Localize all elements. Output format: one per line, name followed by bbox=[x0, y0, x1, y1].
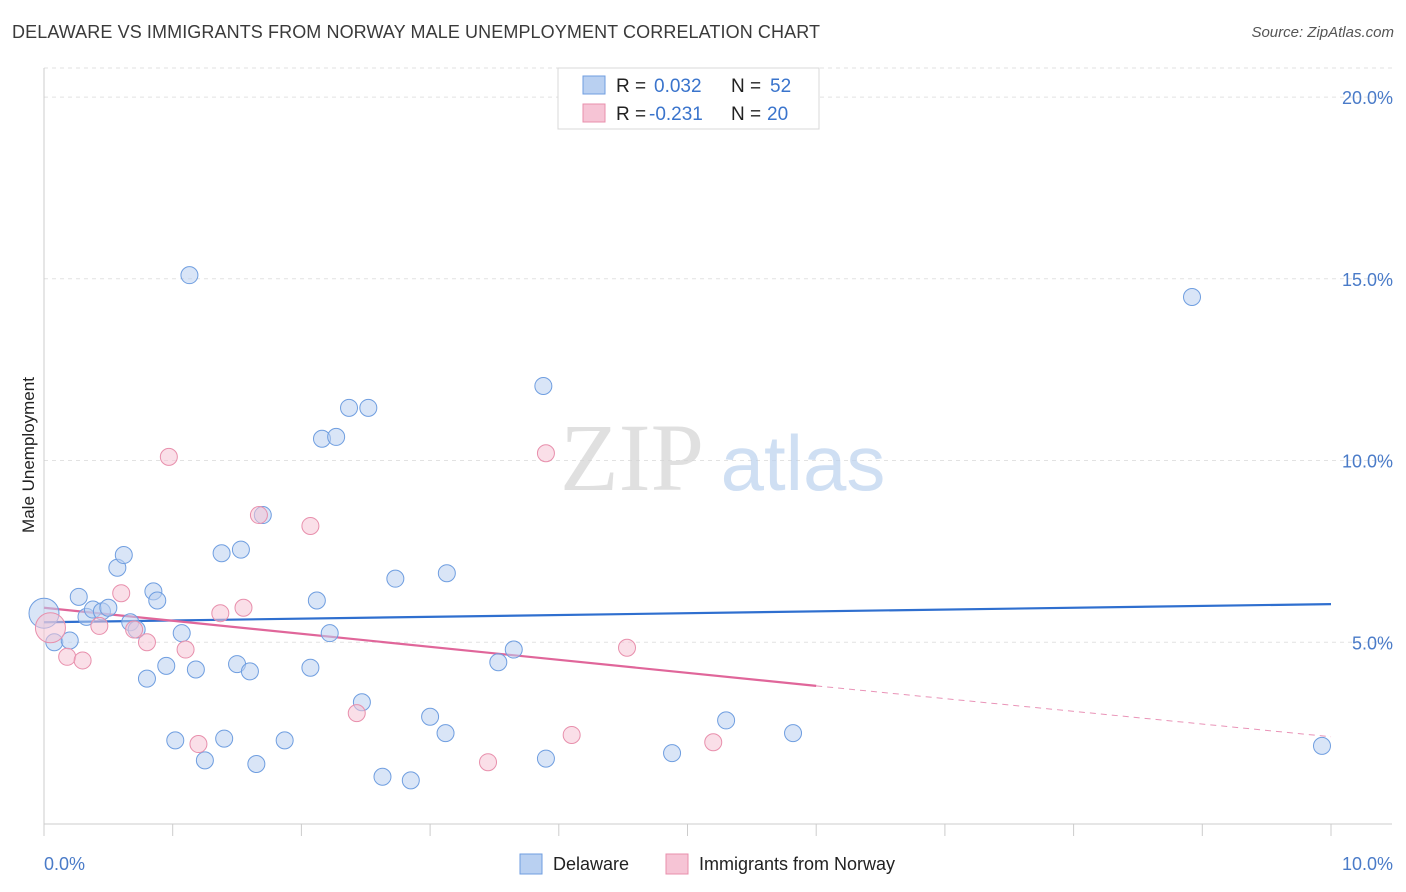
point-norway-12 bbox=[301, 516, 320, 535]
legend-r-value-delaware: 0.032 bbox=[654, 76, 702, 97]
point-norway-17 bbox=[618, 638, 637, 657]
point-delaware-20 bbox=[195, 751, 214, 770]
point-norway-13 bbox=[347, 704, 366, 723]
data-points bbox=[28, 266, 1331, 790]
point-delaware-40 bbox=[421, 707, 440, 726]
legend-swatch-delaware bbox=[582, 75, 606, 95]
point-norway-0 bbox=[34, 612, 66, 644]
legend-r-value-norway: -0.231 bbox=[649, 104, 703, 125]
legend-swatch-norway bbox=[582, 103, 606, 123]
point-norway-18 bbox=[704, 733, 723, 752]
point-delaware-22 bbox=[215, 729, 234, 748]
point-delaware-46 bbox=[536, 749, 555, 768]
series-legend-label-delaware: Delaware bbox=[553, 854, 629, 874]
point-delaware-27 bbox=[247, 755, 266, 774]
point-delaware-33 bbox=[327, 427, 346, 446]
point-delaware-12 bbox=[137, 669, 156, 688]
y-tick-label-2: 15.0% bbox=[1342, 270, 1393, 290]
point-delaware-7 bbox=[99, 598, 118, 617]
point-norway-3 bbox=[90, 616, 109, 635]
point-norway-11 bbox=[234, 598, 253, 617]
point-norway-4 bbox=[112, 584, 131, 603]
point-delaware-3 bbox=[69, 587, 88, 606]
point-norway-2 bbox=[73, 651, 92, 670]
legend-r-label-norway: R = bbox=[616, 104, 646, 125]
point-norway-16 bbox=[562, 725, 581, 744]
point-delaware-15 bbox=[157, 656, 176, 675]
legend-n-label-delaware: N = bbox=[731, 76, 761, 97]
point-delaware-37 bbox=[373, 767, 392, 786]
watermark: ZIP atlas bbox=[560, 404, 885, 511]
point-delaware-42 bbox=[437, 564, 456, 583]
legend-n-value-delaware: 52 bbox=[770, 76, 791, 97]
y-tick-label-1: 10.0% bbox=[1342, 452, 1393, 472]
point-delaware-14 bbox=[148, 591, 167, 610]
y-tick-label-3: 20.0% bbox=[1342, 88, 1393, 108]
point-norway-1 bbox=[58, 647, 77, 666]
point-norway-7 bbox=[176, 640, 195, 659]
y-tick-label-0: 5.0% bbox=[1352, 633, 1393, 653]
legend-n-value-norway: 20 bbox=[767, 104, 788, 125]
point-norway-9 bbox=[211, 604, 230, 623]
point-delaware-49 bbox=[784, 724, 803, 743]
point-norway-14 bbox=[479, 753, 498, 772]
point-delaware-36 bbox=[359, 398, 378, 417]
series-legend-swatch-norway bbox=[665, 853, 689, 875]
point-delaware-44 bbox=[504, 640, 523, 659]
point-delaware-29 bbox=[301, 658, 320, 677]
point-delaware-9 bbox=[114, 546, 133, 565]
point-norway-15 bbox=[536, 444, 555, 463]
point-norway-8 bbox=[189, 735, 208, 754]
point-delaware-16 bbox=[166, 731, 185, 750]
y-axis-label: Male Unemployment bbox=[19, 377, 38, 533]
point-delaware-24 bbox=[231, 540, 250, 559]
point-norway-19 bbox=[125, 620, 144, 639]
stats-legend: R = 0.032 N = 52 R = -0.231 N = 20 bbox=[557, 67, 820, 130]
point-delaware-28 bbox=[275, 731, 294, 750]
series-legend-swatch-delaware bbox=[519, 853, 543, 875]
point-delaware-34 bbox=[340, 398, 359, 417]
point-norway-10 bbox=[249, 506, 268, 525]
point-delaware-32 bbox=[320, 624, 339, 643]
point-norway-6 bbox=[159, 447, 178, 466]
watermark-zip: ZIP bbox=[560, 404, 704, 511]
trend-line-norway bbox=[43, 606, 817, 687]
point-delaware-25 bbox=[240, 662, 259, 681]
point-delaware-45 bbox=[534, 377, 553, 396]
trend-line-norway-extension bbox=[816, 685, 1332, 738]
chart-title: DELAWARE VS IMMIGRANTS FROM NORWAY MALE … bbox=[12, 22, 821, 42]
point-delaware-18 bbox=[180, 266, 199, 285]
point-delaware-19 bbox=[186, 660, 205, 679]
axes bbox=[43, 68, 1392, 836]
source-credit: Source: ZipAtlas.com bbox=[1251, 24, 1394, 41]
legend-r-label-delaware: R = bbox=[616, 76, 646, 97]
trend-lines bbox=[43, 603, 1332, 738]
point-delaware-39 bbox=[401, 771, 420, 790]
tick-labels: 5.0% 10.0% 15.0% 20.0% 0.0% 10.0% bbox=[44, 88, 1393, 874]
point-delaware-43 bbox=[489, 653, 508, 672]
point-delaware-30 bbox=[307, 591, 326, 610]
point-delaware-48 bbox=[717, 711, 736, 730]
point-delaware-21 bbox=[212, 544, 231, 563]
x-tick-label-max: 10.0% bbox=[1342, 854, 1393, 874]
series-legend-label-norway: Immigrants from Norway bbox=[699, 854, 895, 874]
trend-line-delaware bbox=[43, 603, 1332, 624]
legend-n-label-norway: N = bbox=[731, 104, 761, 125]
point-delaware-41 bbox=[436, 724, 455, 743]
point-delaware-50 bbox=[1183, 287, 1202, 306]
point-delaware-17 bbox=[172, 624, 191, 643]
watermark-atlas: atlas bbox=[721, 419, 886, 507]
x-tick-label-min: 0.0% bbox=[44, 854, 85, 874]
point-delaware-47 bbox=[663, 744, 682, 763]
point-delaware-38 bbox=[386, 569, 405, 588]
point-norway-5 bbox=[137, 633, 156, 652]
point-delaware-51 bbox=[1312, 736, 1331, 755]
series-legend: Delaware Immigrants from Norway bbox=[519, 853, 895, 875]
